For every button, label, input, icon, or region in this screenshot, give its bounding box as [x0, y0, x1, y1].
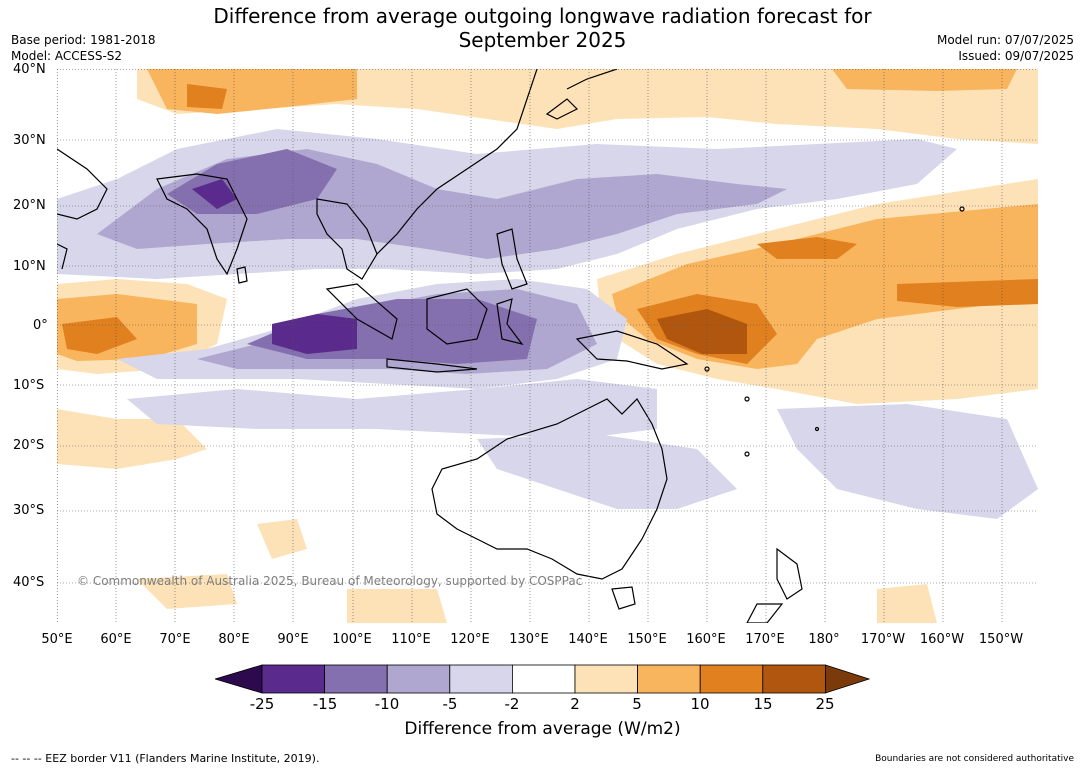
lon-label-100e: 100°E: [332, 632, 372, 647]
eez-border-note: -- -- -- EEZ border V11 (Flanders Marine…: [11, 752, 320, 765]
base-info: Base period: 1981-2018 Model: ACCESS-S2: [11, 32, 156, 64]
boundaries-disclaimer: Boundaries are not considered authoritat…: [875, 754, 1074, 764]
colorbar-swatch-9: [762, 664, 826, 694]
lon-label-170w: 170°W: [860, 632, 906, 647]
lon-label-120e: 120°E: [450, 632, 490, 647]
colorbar-tick: 2: [570, 695, 580, 713]
lon-label-80e: 80°E: [218, 632, 250, 647]
colorbar-swatch-1: [261, 664, 325, 694]
colorbar-tick: 10: [690, 695, 710, 713]
colorbar: [215, 664, 870, 694]
lon-label-130e: 130°E: [509, 632, 549, 647]
colorbar-tick: -2: [504, 695, 520, 713]
colorbar-label: Difference from average (W/m2): [404, 719, 681, 739]
lat-label-30n: 30°N: [13, 133, 46, 148]
colorbar-swatch-4: [449, 664, 513, 694]
copyright-notice: © Commonwealth of Australia 2025, Bureau…: [77, 574, 583, 588]
colorbar-tick: 5: [632, 695, 642, 713]
colorbar-swatch-5: [511, 664, 576, 694]
colorbar-tick: 25: [815, 695, 835, 713]
title-line-1: Difference from average outgoing longwav…: [213, 4, 872, 28]
colorbar-tick: -10: [374, 695, 400, 713]
base-period: Base period: 1981-2018: [11, 33, 156, 47]
lat-label-10s: 10°S: [13, 378, 45, 393]
model-run: Model run: 07/07/2025: [936, 33, 1074, 47]
lon-label-160e: 160°E: [686, 632, 726, 647]
colorbar-swatch-8: [699, 664, 764, 694]
lat-label-40n: 40°N: [13, 62, 46, 77]
lon-label-90e: 90°E: [277, 632, 309, 647]
lat-label-30s: 30°S: [13, 503, 45, 518]
lon-label-180: 180°: [808, 632, 840, 647]
issued-date: Issued: 09/07/2025: [958, 49, 1074, 63]
lon-label-140e: 140°E: [568, 632, 608, 647]
olr-anomaly-map: [57, 69, 1038, 623]
lon-label-150e: 150°E: [627, 632, 667, 647]
colorbar-tick: -5: [442, 695, 458, 713]
title-line-2: September 2025: [458, 28, 627, 52]
colorbar-swatch-6: [574, 664, 638, 694]
lon-label-50e: 50°E: [41, 632, 73, 647]
map-title: Difference from average outgoing longwav…: [0, 4, 1085, 52]
lon-label-110e: 110°E: [391, 632, 431, 647]
colorbar-swatch-3: [386, 664, 451, 694]
colorbar-swatch-2: [324, 664, 388, 694]
lat-label-40s: 40°S: [13, 575, 45, 590]
colorbar-swatch-7: [637, 664, 701, 694]
colorbar-arrow-high: [825, 664, 870, 694]
lon-label-160w: 160°W: [919, 632, 965, 647]
lon-label-150w: 150°W: [978, 632, 1024, 647]
colorbar-tick: 15: [753, 695, 773, 713]
colorbar-tick: -15: [312, 695, 338, 713]
lat-label-20s: 20°S: [13, 438, 45, 453]
lon-label-60e: 60°E: [100, 632, 132, 647]
lat-label-20n: 20°N: [13, 198, 46, 213]
model-name: Model: ACCESS-S2: [11, 49, 123, 63]
colorbar-tick: -25: [249, 695, 275, 713]
lon-label-170e: 170°E: [745, 632, 785, 647]
run-info: Model run: 07/07/2025 Issued: 09/07/2025: [937, 32, 1074, 64]
colorbar-arrow-low: [215, 664, 263, 694]
lat-label-0: 0°: [33, 318, 48, 333]
lon-label-70e: 70°E: [159, 632, 191, 647]
lat-label-10n: 10°N: [13, 259, 46, 274]
